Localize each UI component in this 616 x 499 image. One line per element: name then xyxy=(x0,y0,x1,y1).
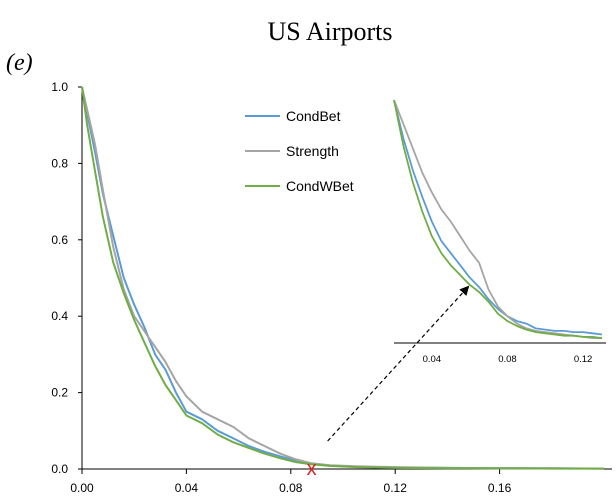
x-tick-label: 0.04 xyxy=(175,481,199,495)
zoom-arrow xyxy=(327,285,470,442)
x-tick-label: 0.16 xyxy=(488,481,512,495)
x-tick-label: 0.00 xyxy=(70,481,94,495)
inset-series-line-condbet xyxy=(393,99,603,336)
series-line-condwbet xyxy=(81,86,604,470)
legend: CondBet Strength CondWBet xyxy=(245,108,354,194)
legend-label-condbet: CondBet xyxy=(286,108,341,124)
y-tick-label: 1.0 xyxy=(51,80,68,94)
series-line-strength xyxy=(81,86,605,470)
inset-x-tick-label: 0.08 xyxy=(498,354,517,365)
inset-chart: 0.04 0.08 0.12 xyxy=(393,99,606,365)
legend-label-condwbet: CondWBet xyxy=(286,178,354,194)
y-tick-label: 0.8 xyxy=(51,156,68,170)
x-tick-label: 0.12 xyxy=(384,481,408,495)
panel-label: (e) xyxy=(6,50,33,76)
reference-x-marker: x xyxy=(307,458,317,480)
chart-title: US Airports xyxy=(268,17,393,46)
y-tick-label: 0.6 xyxy=(51,233,68,247)
inset-x-tick-label: 0.04 xyxy=(423,354,442,365)
annotations: x xyxy=(307,285,470,480)
inset-x-tick-label: 0.12 xyxy=(574,354,593,365)
main-axes: 0.00 0.04 0.08 0.12 0.16 0.0 0.2 0.4 0.6 0.8 1.0 xyxy=(51,80,612,495)
main-series xyxy=(81,86,605,470)
x-tick-label: 0.08 xyxy=(279,481,303,495)
legend-label-strength: Strength xyxy=(286,143,339,159)
y-tick-label: 0.2 xyxy=(51,386,68,400)
y-tick-label: 0.0 xyxy=(51,462,68,476)
inset-series-line-condwbet xyxy=(393,99,603,339)
y-tick-label: 0.4 xyxy=(51,309,68,323)
series-line-condbet xyxy=(81,86,605,470)
